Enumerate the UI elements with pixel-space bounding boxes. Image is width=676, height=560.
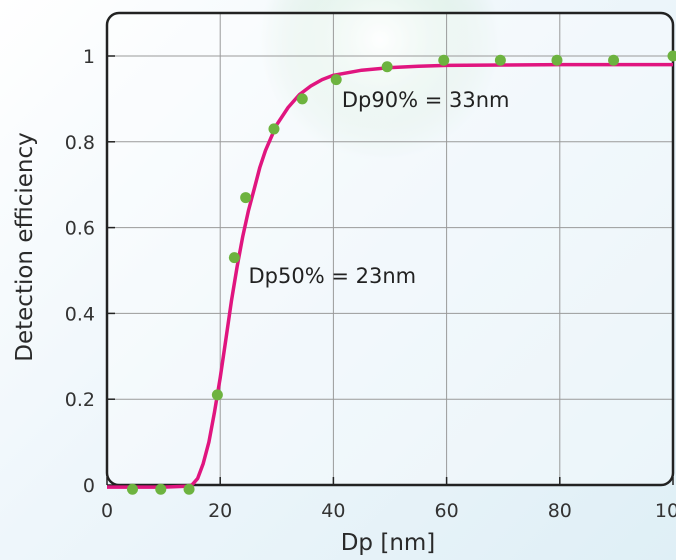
- x-axis-label: Dp [nm]: [341, 530, 436, 556]
- data-point: [228, 252, 240, 264]
- annotation-label: Dp90% = 33nm: [342, 88, 510, 112]
- y-tick-label: 1: [83, 46, 95, 68]
- x-tick-label: 100: [655, 500, 676, 522]
- background-bubble: [260, 0, 500, 160]
- plot-frame: [105, 11, 675, 487]
- x-tick-label: 0: [101, 500, 113, 522]
- y-tick-label: 0.6: [65, 218, 95, 240]
- data-point: [438, 54, 450, 66]
- x-tick-label: 60: [435, 500, 459, 522]
- data-point: [381, 61, 393, 73]
- y-tick-label: 0.4: [65, 303, 95, 325]
- x-tick-label: 20: [208, 500, 232, 522]
- y-axis-label: Detection efficiency: [12, 132, 38, 361]
- plot-area: [107, 13, 673, 485]
- x-tick-label: 40: [321, 500, 345, 522]
- y-tick-label: 0: [83, 475, 95, 497]
- data-point: [183, 483, 195, 495]
- data-point: [551, 54, 563, 66]
- fit-curve-line: [107, 62, 673, 489]
- y-tick-label: 0.2: [65, 389, 95, 411]
- data-point: [126, 483, 138, 495]
- data-point: [296, 93, 308, 105]
- data-point: [608, 54, 620, 66]
- annotation-label: Dp50% = 23nm: [249, 264, 417, 288]
- data-point: [240, 192, 252, 204]
- y-tick-label: 0.8: [65, 132, 95, 154]
- data-point: [667, 50, 676, 62]
- data-point: [330, 74, 342, 86]
- data-point: [211, 389, 223, 401]
- data-point: [268, 123, 280, 135]
- x-tick-label: 80: [548, 500, 572, 522]
- data-point: [494, 54, 506, 66]
- data-point: [155, 483, 167, 495]
